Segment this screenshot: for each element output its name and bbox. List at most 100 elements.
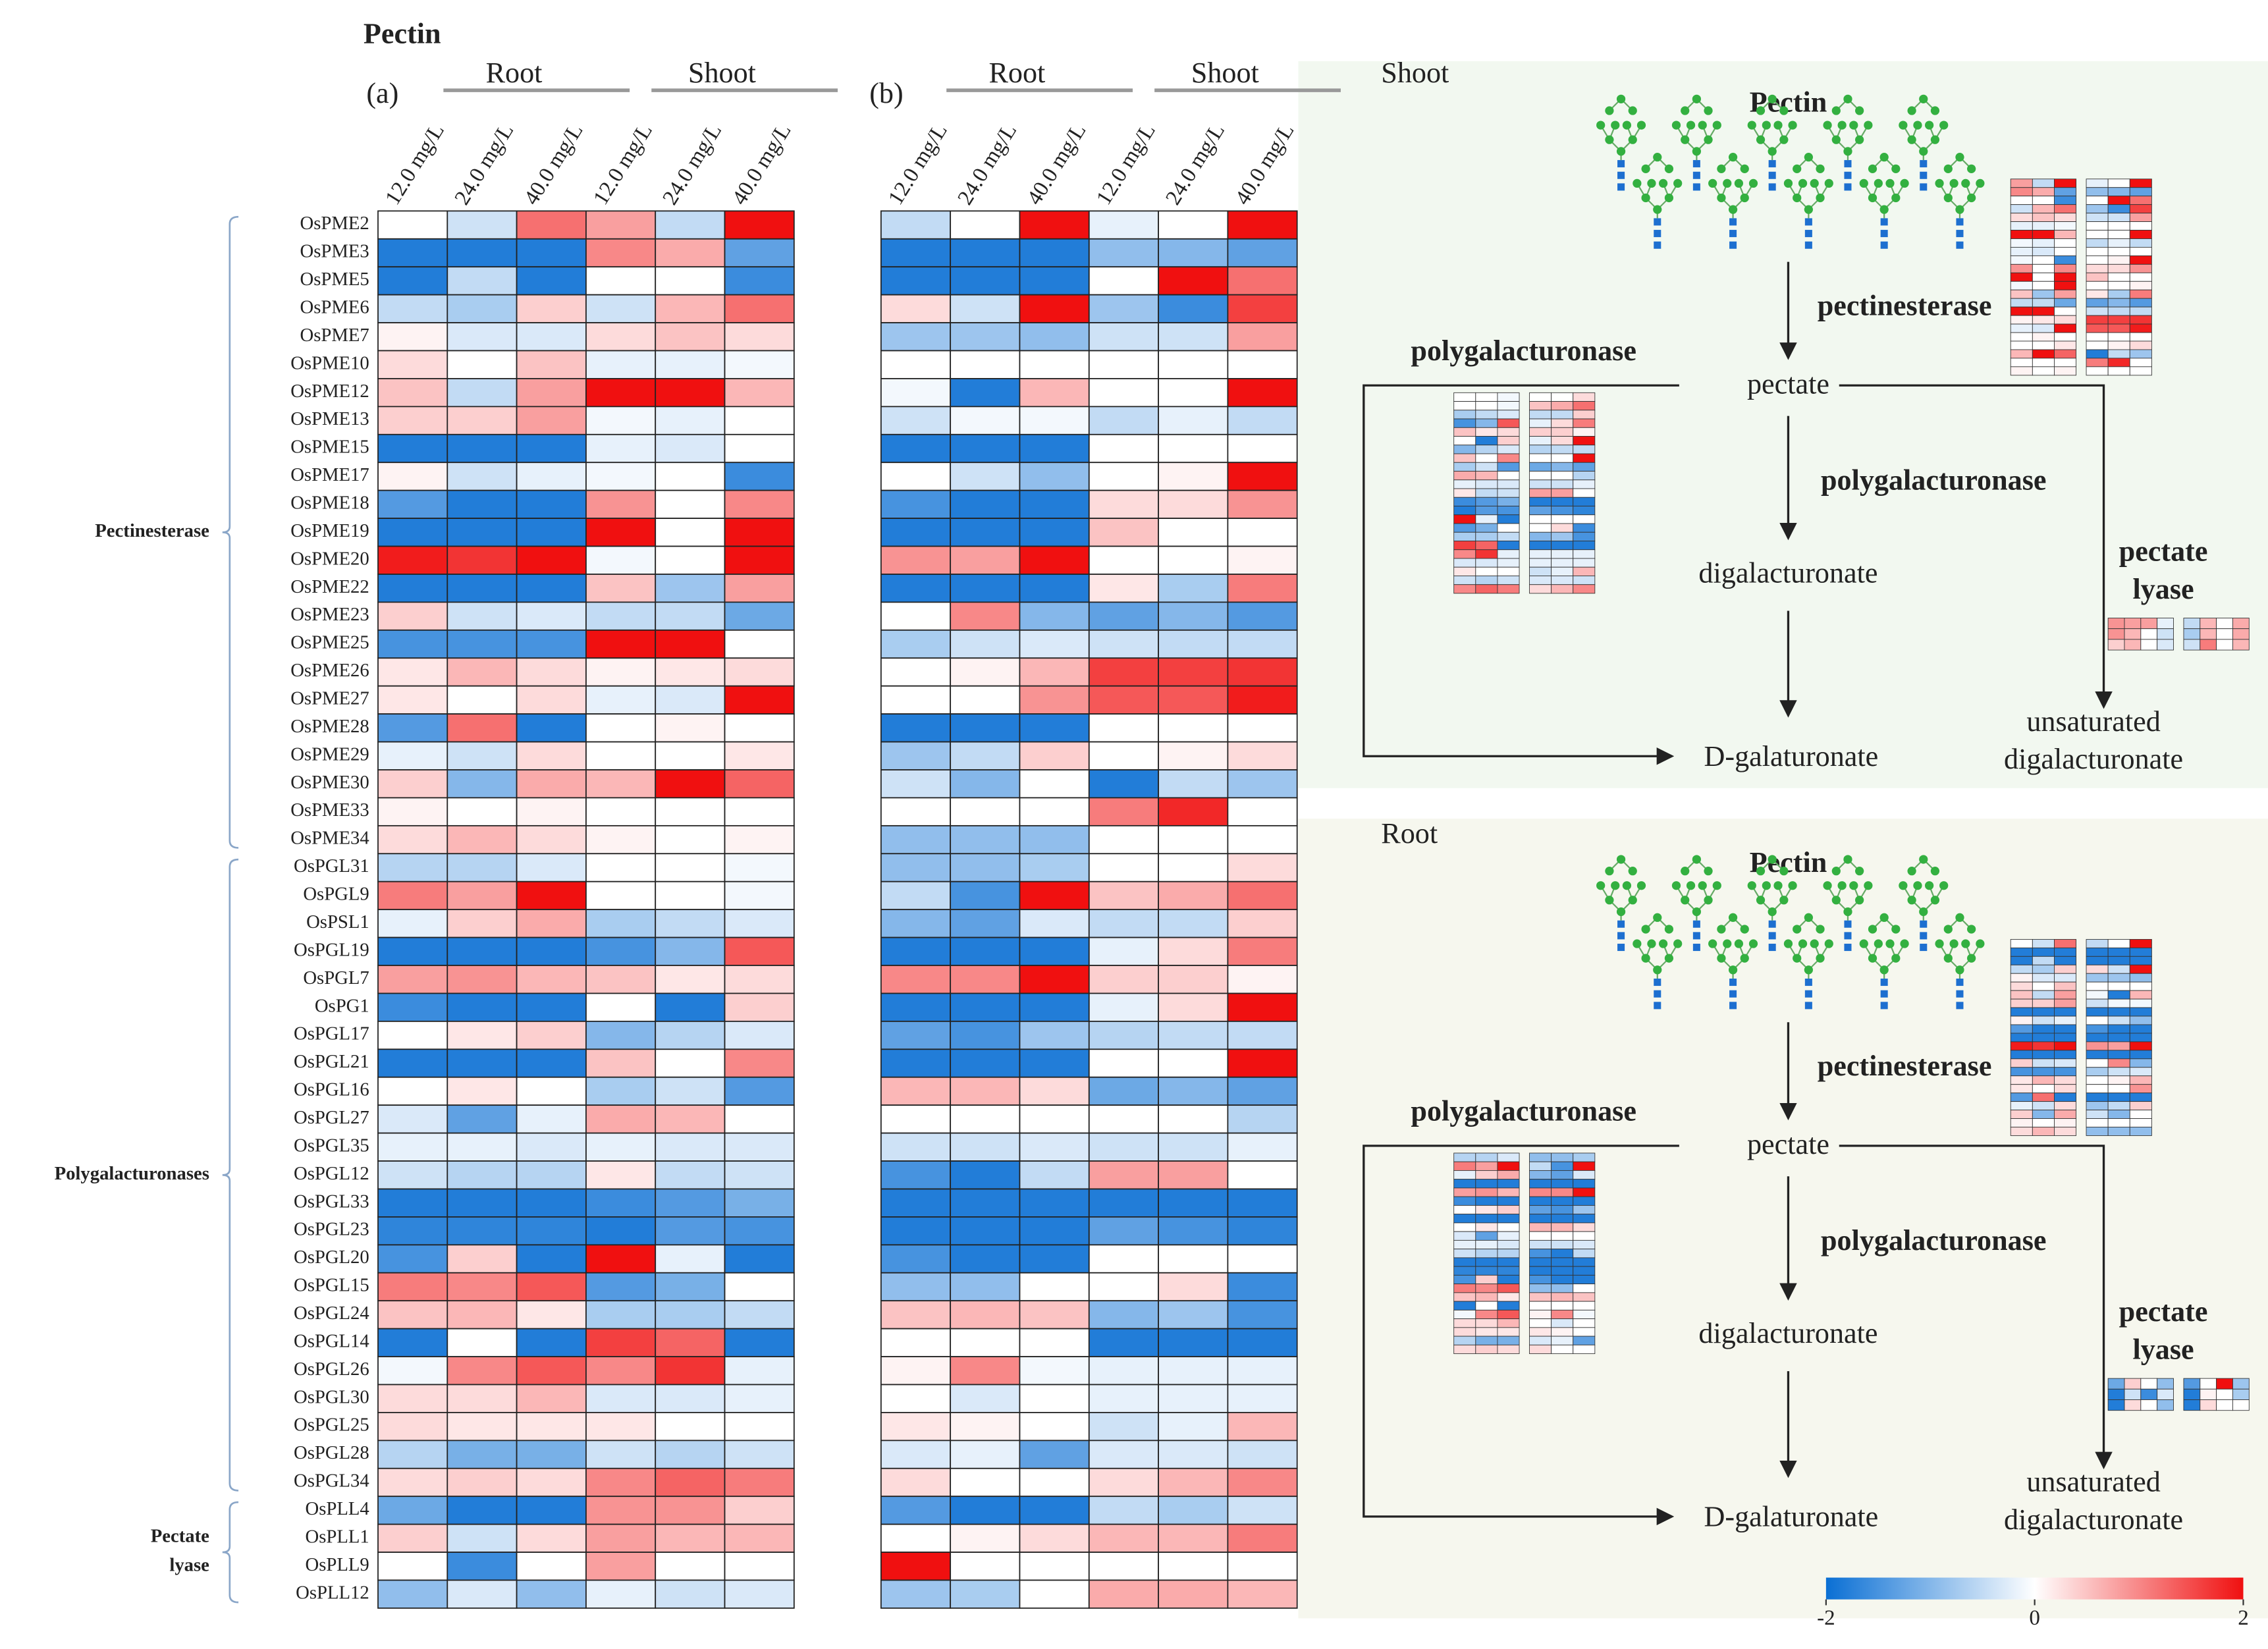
heatmap-cell bbox=[1088, 909, 1159, 938]
heatmap-cell bbox=[1227, 685, 1298, 715]
heatmap-cell bbox=[724, 1300, 795, 1330]
glycan-unit bbox=[1740, 164, 1749, 173]
glycan-unit bbox=[1622, 881, 1632, 890]
heatmap-cell bbox=[1088, 685, 1159, 715]
column-group-label: Root bbox=[988, 57, 1045, 89]
glycan-unit bbox=[1734, 178, 1744, 188]
heatmap-cell bbox=[516, 1132, 587, 1162]
mini-heatmap-cell bbox=[1529, 549, 1552, 559]
heatmap-cell bbox=[377, 1579, 448, 1609]
heatmap-cell bbox=[377, 769, 448, 799]
heatmap-cell bbox=[1088, 825, 1159, 855]
mini-heatmap-cell bbox=[1529, 531, 1552, 541]
heatmap-cell bbox=[950, 378, 1021, 408]
glycan-unit bbox=[1831, 135, 1841, 144]
heatmap-cell bbox=[585, 629, 657, 659]
heatmap-cell bbox=[446, 825, 518, 855]
glycan-unit bbox=[1788, 121, 1797, 130]
row-label: OsPGL26 bbox=[294, 1359, 369, 1380]
glycan-unit bbox=[1692, 160, 1700, 168]
heatmap-cell bbox=[1088, 992, 1159, 1022]
glycan-unit bbox=[1900, 178, 1909, 188]
heatmap-cell bbox=[950, 433, 1021, 464]
glycan-unit bbox=[1849, 121, 1858, 130]
mini-heatmap-cell bbox=[2032, 204, 2055, 214]
heatmap-cell bbox=[1019, 322, 1090, 352]
mini-heatmap-cell bbox=[2032, 238, 2055, 248]
heatmap-cell bbox=[1019, 713, 1090, 743]
tissue-label: Shoot bbox=[1381, 57, 1449, 89]
glycan-unit bbox=[1692, 920, 1700, 928]
glycan-unit bbox=[1955, 153, 1964, 162]
mini-heatmap-cell bbox=[2107, 358, 2130, 367]
mini-heatmap-cell bbox=[1573, 471, 1596, 481]
mini-heatmap-cell bbox=[1573, 523, 1596, 533]
heatmap-cell bbox=[516, 909, 587, 938]
heatmap-cell bbox=[724, 1412, 795, 1442]
heatmap-cell bbox=[1088, 489, 1159, 519]
mini-heatmap-cell bbox=[2032, 196, 2055, 205]
mini-heatmap-cell bbox=[2010, 1067, 2033, 1077]
mini-heatmap-cell bbox=[1529, 1344, 1552, 1355]
mini-heatmap-cell bbox=[2129, 213, 2152, 223]
heatmap-cell bbox=[585, 1076, 657, 1106]
mini-heatmap-cell bbox=[2183, 639, 2201, 651]
heatmap-cell bbox=[516, 545, 587, 575]
mini-heatmap-cell bbox=[2086, 990, 2109, 1000]
mini-heatmap-cell bbox=[2107, 1050, 2130, 1060]
heatmap-cell bbox=[585, 1579, 657, 1609]
heatmap-cell bbox=[1019, 210, 1090, 240]
heatmap-cell bbox=[950, 1412, 1021, 1442]
heatmap-cell bbox=[1158, 1384, 1229, 1413]
heatmap-cell bbox=[724, 797, 795, 826]
mini-heatmap-cell bbox=[1529, 401, 1552, 411]
heatmap-cell bbox=[1088, 1579, 1159, 1609]
glycan-unit bbox=[1930, 135, 1940, 144]
column-label: 40.0 mg/L bbox=[727, 119, 796, 209]
heatmap-cell bbox=[724, 1356, 795, 1386]
heatmap-cell bbox=[724, 1076, 795, 1106]
heatmap-cell bbox=[1227, 1188, 1298, 1218]
heatmap-cell bbox=[1088, 1020, 1159, 1050]
heatmap-cell bbox=[724, 992, 795, 1022]
heatmap-cell bbox=[516, 518, 587, 547]
mini-heatmap-cell bbox=[2129, 281, 2152, 290]
heatmap-cell bbox=[516, 797, 587, 826]
heatmap-cell bbox=[1227, 657, 1298, 687]
mini-heatmap-cell bbox=[2010, 230, 2033, 239]
mini-heatmap-cell bbox=[1453, 549, 1476, 559]
heatmap-cell bbox=[585, 406, 657, 435]
mini-heatmap-cell bbox=[1453, 566, 1476, 576]
mini-heatmap-cell bbox=[2157, 1399, 2174, 1411]
mini-heatmap-cell bbox=[2232, 1388, 2250, 1400]
heatmap-cell bbox=[1019, 1104, 1090, 1134]
heatmap-cell bbox=[446, 378, 518, 408]
heatmap-cell bbox=[1227, 1216, 1298, 1246]
mini-heatmap-cell bbox=[2032, 938, 2055, 948]
heatmap-cell bbox=[516, 601, 587, 631]
mini-heatmap-cell bbox=[2054, 281, 2077, 290]
heatmap-cell bbox=[446, 1048, 518, 1078]
mini-heatmap-cell bbox=[1453, 1204, 1476, 1215]
mini-heatmap-cell bbox=[1573, 479, 1596, 489]
row-label: OsPGL35 bbox=[294, 1135, 369, 1156]
row-label: OsPLL4 bbox=[306, 1498, 369, 1519]
heatmap-cell bbox=[655, 992, 726, 1022]
mini-heatmap-cell bbox=[2032, 1093, 2055, 1102]
heatmap-cell bbox=[950, 1579, 1021, 1609]
mini-heatmap-cell bbox=[1497, 392, 1520, 402]
mini-heatmap-cell bbox=[2183, 1399, 2201, 1411]
glycan-unit bbox=[1823, 881, 1832, 890]
mini-heatmap-cell bbox=[2129, 1007, 2152, 1017]
mini-heatmap-cell bbox=[2054, 1084, 2077, 1094]
heatmap-cell bbox=[1227, 965, 1298, 994]
row-label: OsPME12 bbox=[290, 381, 369, 402]
mini-heatmap-cell bbox=[2086, 263, 2109, 273]
heatmap-cell bbox=[880, 574, 952, 603]
mini-heatmap-cell bbox=[2010, 247, 2033, 256]
heatmap-cell bbox=[516, 1048, 587, 1078]
heatmap-cell bbox=[1158, 1132, 1229, 1162]
mini-heatmap-cell bbox=[2054, 272, 2077, 282]
glycan-unit bbox=[1740, 925, 1749, 934]
glycan-unit bbox=[1768, 94, 1777, 103]
